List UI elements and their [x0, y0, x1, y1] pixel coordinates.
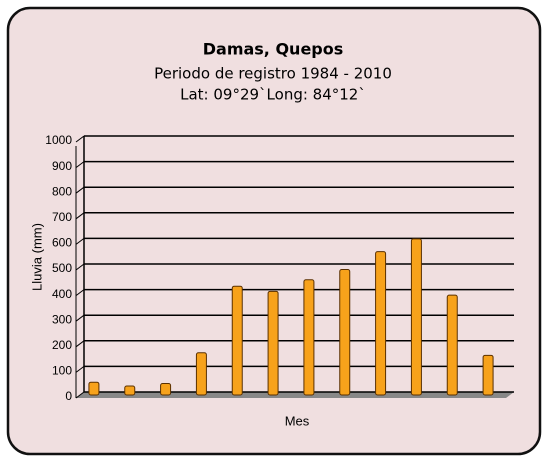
- y-tick-label: 200: [52, 338, 72, 352]
- y-tick-label: 1000: [45, 133, 72, 147]
- bar: [231, 285, 243, 396]
- tick-mark: [75, 237, 85, 245]
- tick-mark: [75, 340, 85, 348]
- chart-title: Damas, Quepos: [203, 40, 344, 59]
- tick-mark: [75, 314, 85, 322]
- tick-mark: [75, 289, 85, 297]
- chart-subtitle: Lat: 09°29`Long: 84°12`: [180, 86, 366, 104]
- panel: [6, 6, 542, 456]
- bar: [410, 238, 422, 396]
- bar: [195, 352, 207, 396]
- tick-mark: [75, 263, 85, 271]
- bar: [267, 290, 279, 396]
- bar: [303, 279, 315, 396]
- tick-mark: [75, 186, 85, 194]
- y-tick-label: 100: [52, 364, 72, 378]
- y-tick-label: 800: [52, 184, 72, 198]
- floor: [76, 392, 514, 398]
- bar: [375, 251, 387, 396]
- y-tick-label: 400: [52, 287, 72, 301]
- y-tick-label: 900: [52, 159, 72, 173]
- bar: [88, 381, 100, 396]
- chart-subtitle: Periodo de registro 1984 - 2010: [154, 65, 392, 83]
- tick-mark: [75, 135, 85, 143]
- bar: [160, 382, 172, 396]
- tick-mark: [75, 365, 85, 373]
- y-tick-label: 600: [52, 236, 72, 250]
- tick-mark: [75, 161, 85, 169]
- tick-mark: [75, 391, 85, 399]
- y-tick-label: 300: [52, 312, 72, 326]
- bar: [482, 354, 494, 396]
- tick-mark: [75, 212, 85, 220]
- y-tick-label: 500: [52, 261, 72, 275]
- bar: [446, 294, 458, 396]
- bar: [339, 269, 351, 396]
- bar: [124, 385, 136, 396]
- y-tick-label: 0: [65, 389, 72, 403]
- x-axis-label: Mes: [285, 413, 310, 428]
- y-tick-label: 700: [52, 210, 72, 224]
- y-axis-label: Lluvia (mm): [29, 223, 44, 291]
